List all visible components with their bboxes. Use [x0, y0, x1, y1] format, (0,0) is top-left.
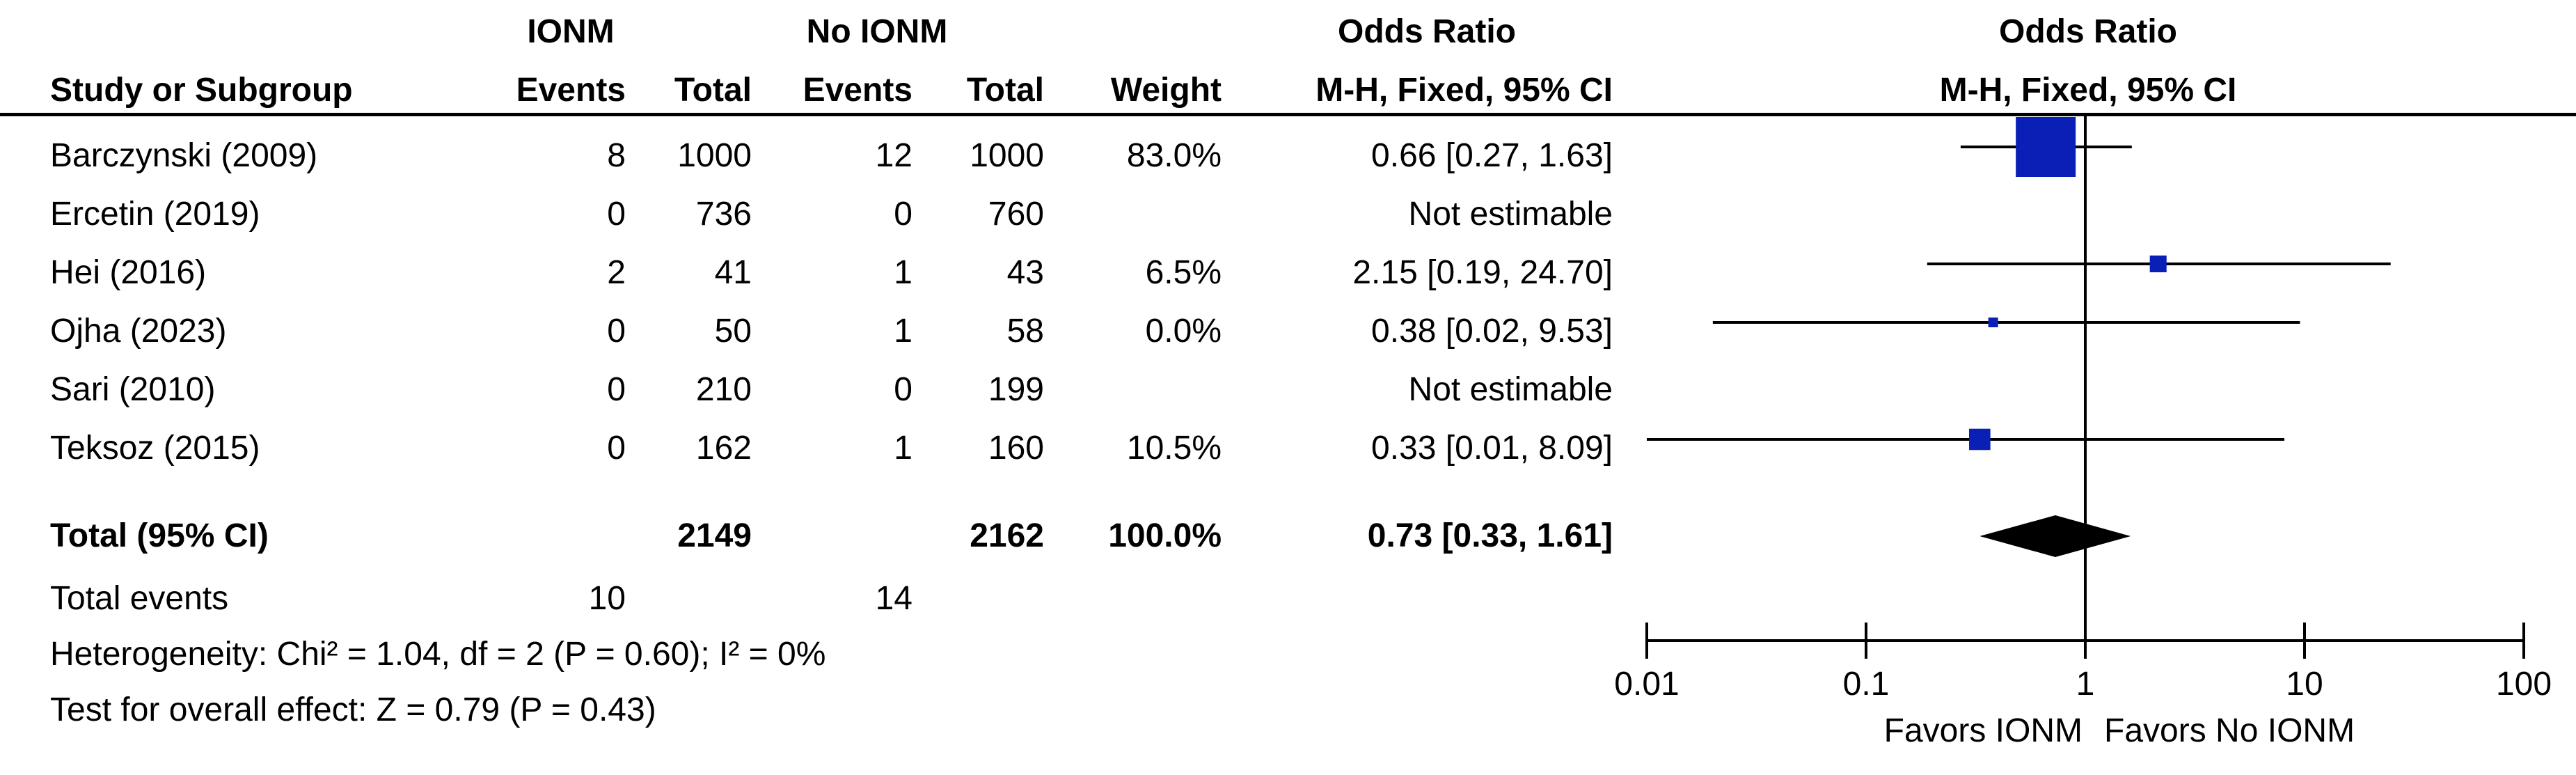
- events2-col-header: Events: [803, 72, 912, 109]
- x-tick-label: 0.01: [1614, 666, 1680, 703]
- study-name: Ercetin (2019): [50, 196, 260, 233]
- study-events2: 1: [894, 313, 912, 350]
- study-events1: 0: [607, 196, 626, 233]
- study-weight: 83.0%: [1126, 137, 1222, 174]
- total-events1: 10: [588, 580, 626, 617]
- group2-header: No IONM: [806, 13, 948, 50]
- study-ci-text: Not estimable: [1408, 196, 1613, 233]
- total-label: Total (95% CI): [50, 517, 269, 554]
- total-total1: 2149: [677, 517, 752, 554]
- study-total2: 160: [988, 430, 1044, 467]
- x-tick-label: 0.1: [1842, 666, 1890, 703]
- header-rule: [0, 113, 2576, 116]
- study-events1: 0: [607, 430, 626, 467]
- method-table-header: M-H, Fixed, 95% CI: [1315, 72, 1613, 109]
- or-table-header: Odds Ratio: [1337, 13, 1516, 50]
- study-weight: 10.5%: [1126, 430, 1222, 467]
- x-tick-label: 100: [2495, 666, 2552, 703]
- study-total2: 1000: [970, 137, 1044, 174]
- study-total1: 1000: [677, 137, 752, 174]
- study-events2: 0: [894, 371, 912, 408]
- events1-col-header: Events: [516, 72, 626, 109]
- study-ci-text: 0.66 [0.27, 1.63]: [1371, 137, 1613, 174]
- study-marker: [2016, 117, 2076, 177]
- total2-col-header: Total: [966, 72, 1044, 109]
- study-marker: [1969, 428, 1991, 451]
- study-events2: 1: [894, 430, 912, 467]
- study-ci-text: 0.38 [0.02, 9.53]: [1371, 313, 1613, 350]
- heterogeneity-text: Heterogeneity: Chi² = 1.04, df = 2 (P = …: [50, 636, 826, 673]
- x-tick-label: 10: [2286, 666, 2323, 703]
- total-events2: 14: [875, 580, 912, 617]
- study-col-header: Study or Subgroup: [50, 72, 353, 109]
- favors-right-label: Favors No IONM: [2104, 712, 2355, 749]
- study-name: Teksoz (2015): [50, 430, 260, 467]
- study-total2: 760: [988, 196, 1044, 233]
- study-marker: [1988, 318, 1998, 327]
- study-events2: 12: [875, 137, 912, 174]
- study-events2: 0: [894, 196, 912, 233]
- total-ci-text: 0.73 [0.33, 1.61]: [1367, 517, 1613, 554]
- favors-left-label: Favors IONM: [1883, 712, 2083, 749]
- study-total2: 58: [1006, 313, 1044, 350]
- group1-header: IONM: [527, 13, 615, 50]
- study-ci-text: Not estimable: [1408, 371, 1613, 408]
- study-weight: 0.0%: [1145, 313, 1222, 350]
- method-plot-header: M-H, Fixed, 95% CI: [1939, 72, 2237, 109]
- study-total1: 736: [695, 196, 752, 233]
- study-marker: [2149, 255, 2167, 273]
- study-weight: 6.5%: [1145, 254, 1222, 291]
- study-name: Barczynski (2009): [50, 137, 318, 174]
- total-total2: 2162: [970, 517, 1044, 554]
- study-total1: 162: [695, 430, 752, 467]
- total-events-label: Total events: [50, 580, 229, 617]
- study-events1: 0: [607, 313, 626, 350]
- study-total1: 50: [714, 313, 752, 350]
- study-ci-text: 2.15 [0.19, 24.70]: [1352, 254, 1613, 291]
- study-events1: 2: [607, 254, 626, 291]
- total1-col-header: Total: [674, 72, 752, 109]
- study-total2: 43: [1006, 254, 1044, 291]
- study-name: Sari (2010): [50, 371, 216, 408]
- study-events1: 0: [607, 371, 626, 408]
- study-total1: 210: [695, 371, 752, 408]
- overall-effect-text: Test for overall effect: Z = 0.79 (P = 0…: [50, 691, 656, 728]
- study-name: Hei (2016): [50, 254, 207, 291]
- study-total2: 199: [988, 371, 1044, 408]
- study-events2: 1: [894, 254, 912, 291]
- total-weight: 100.0%: [1108, 517, 1222, 554]
- or-plot-header: Odds Ratio: [1998, 13, 2177, 50]
- study-ci-text: 0.33 [0.01, 8.09]: [1371, 430, 1613, 467]
- x-tick-label: 1: [2076, 666, 2095, 703]
- total-diamond: [1980, 515, 2131, 557]
- weight-col-header: Weight: [1110, 72, 1222, 109]
- study-events1: 8: [607, 137, 626, 174]
- study-name: Ojha (2023): [50, 313, 227, 350]
- study-total1: 41: [714, 254, 752, 291]
